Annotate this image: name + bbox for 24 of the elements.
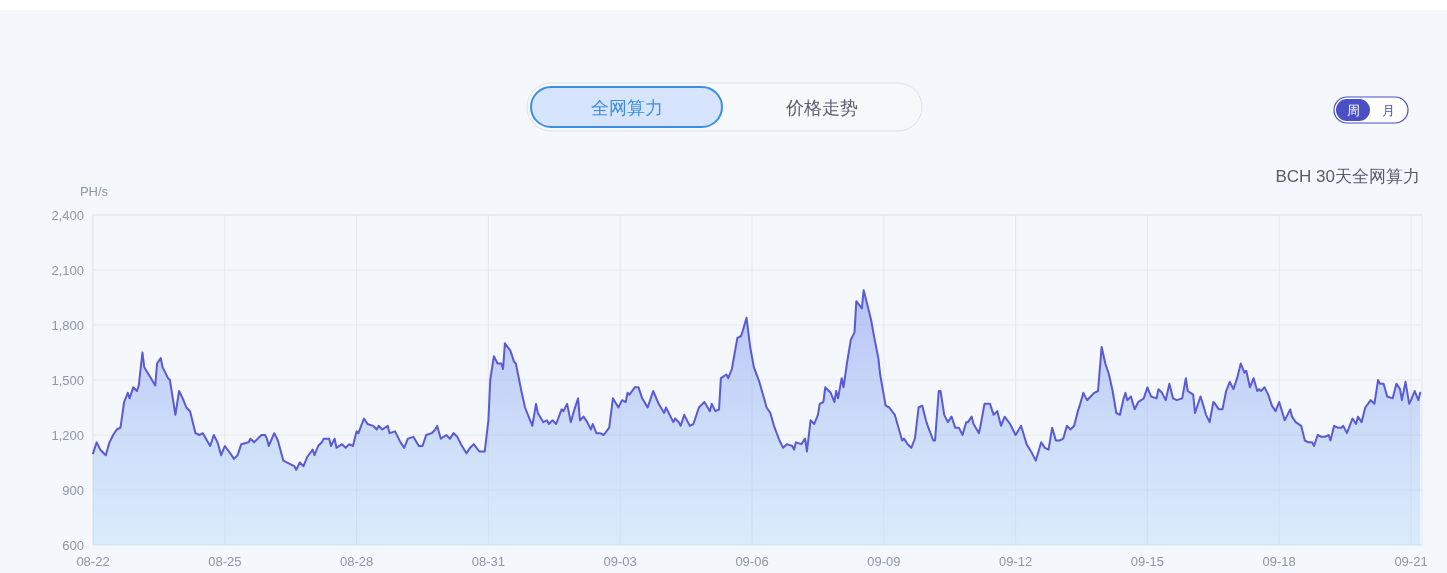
text: 价格走势 bbox=[785, 97, 858, 118]
x-tick-label: 09-15 bbox=[1130, 554, 1165, 569]
text: 月 bbox=[1382, 102, 1395, 118]
x-tick-label: 09-12 bbox=[998, 554, 1033, 569]
y-tick-label: 2,100 bbox=[51, 262, 84, 278]
x-tick-label: 09-06 bbox=[735, 554, 769, 569]
y-tick-label: 1,200 bbox=[51, 427, 84, 443]
y-tick-label: 1,500 bbox=[51, 372, 84, 388]
x-tick-label: 08-31 bbox=[471, 554, 506, 569]
x-tick-label: 09-03 bbox=[603, 554, 637, 569]
x-tick-label: 09-21 bbox=[1394, 554, 1428, 569]
x-tick-label: 09-09 bbox=[867, 554, 901, 569]
x-tick-label: 08-28 bbox=[339, 554, 374, 569]
y-tick-label: 600 bbox=[62, 537, 84, 553]
chart-title: BCH 30天全网算力 bbox=[1275, 167, 1420, 186]
x-tick-label: 08-25 bbox=[208, 554, 242, 569]
text: 全网算力 bbox=[590, 97, 663, 118]
y-tick-label: 1,800 bbox=[51, 317, 84, 333]
x-tick-label: 08-22 bbox=[76, 554, 110, 569]
x-tick-label: 09-18 bbox=[1262, 554, 1296, 569]
y-tick-label: 900 bbox=[62, 482, 84, 498]
text: 周 bbox=[1346, 102, 1360, 118]
y-axis-title: PH/s bbox=[79, 184, 109, 199]
y-tick-label: 2,400 bbox=[51, 207, 84, 223]
